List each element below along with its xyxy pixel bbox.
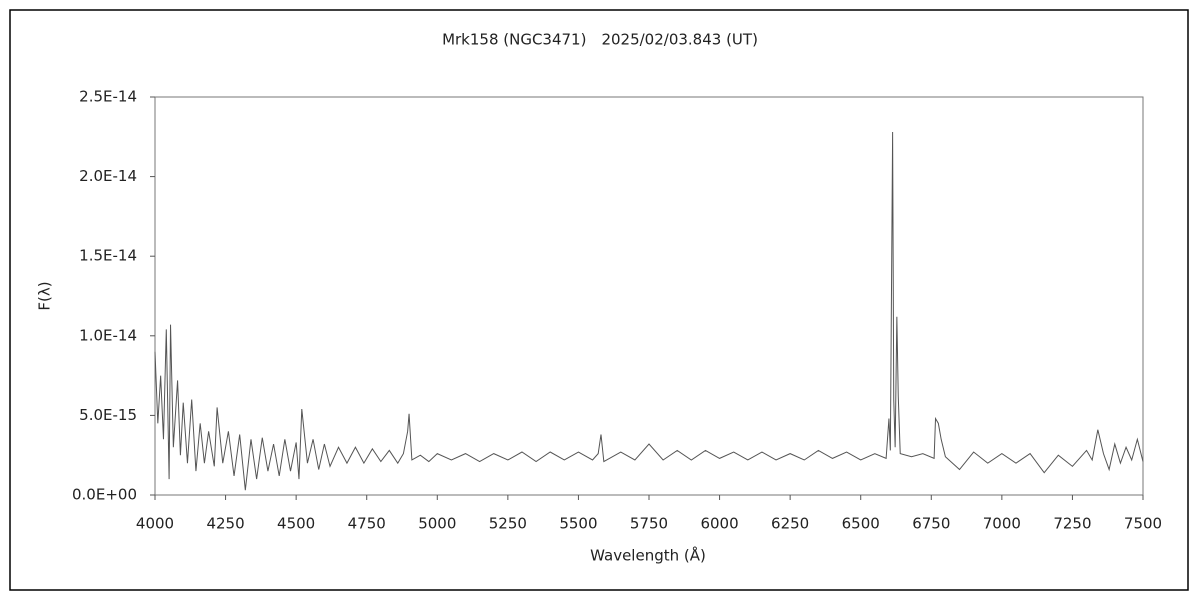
spectrum-line <box>154 132 1144 491</box>
chart-border <box>9 9 1189 591</box>
x-tick-label: 4750 <box>348 515 386 533</box>
x-tick-label: 6250 <box>771 515 809 533</box>
y-tick-label: 1.5E-14 <box>79 247 137 265</box>
x-tick-label: 5000 <box>418 515 456 533</box>
y-tick-label: 5.0E-15 <box>79 406 137 424</box>
y-axis-label: F(λ) <box>36 281 54 310</box>
x-tick-label: 7500 <box>1124 515 1162 533</box>
y-tick-label: 0.0E+00 <box>72 486 137 504</box>
chart-title: Mrk158 (NGC3471) 2025/02/03.843 (UT) <box>442 31 758 49</box>
x-tick-label: 5750 <box>630 515 668 533</box>
x-tick-label: 5500 <box>559 515 597 533</box>
x-tick-label: 7000 <box>983 515 1021 533</box>
x-tick-label: 5250 <box>489 515 527 533</box>
x-tick-label: 4500 <box>277 515 315 533</box>
x-tick-label: 6500 <box>842 515 880 533</box>
x-tick-label: 4250 <box>206 515 244 533</box>
x-tick-label: 6750 <box>912 515 950 533</box>
x-axis-label: Wavelength (Å) <box>590 546 706 565</box>
y-tick-label: 2.0E-14 <box>79 167 137 185</box>
x-tick-label: 7250 <box>1053 515 1091 533</box>
y-tick-label: 2.5E-14 <box>79 88 137 106</box>
x-tick-label: 6000 <box>700 515 738 533</box>
x-tick-label: 4000 <box>136 515 174 533</box>
y-tick-label: 1.0E-14 <box>79 326 137 344</box>
